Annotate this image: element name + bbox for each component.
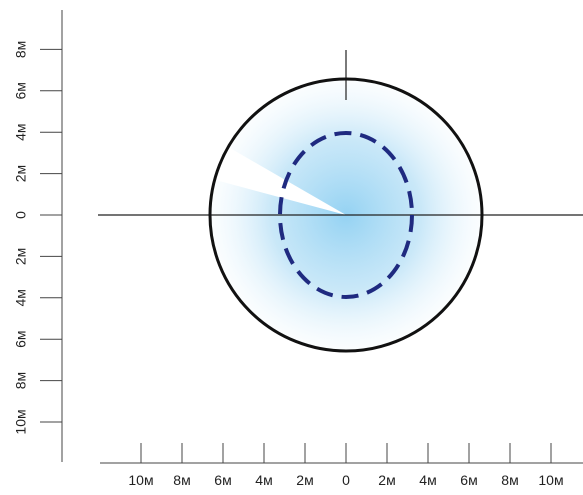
x-tick-label: 6м [214, 472, 231, 488]
y-tick-label: 6м [13, 330, 29, 347]
x-tick-label: 4м [419, 472, 436, 488]
y-tick-label: 6м [13, 82, 29, 99]
y-tick-label: 4м [13, 123, 29, 140]
x-tick-label: 6м [460, 472, 477, 488]
outer-detection-circle [208, 77, 484, 353]
y-tick-label: 8м [13, 41, 29, 58]
y-axis-ticks: 8м 6м 4м 2м 0 2м 4м 6м 8м 10м [13, 41, 62, 435]
y-tick-label: 2м [13, 165, 29, 182]
x-tick-label: 0 [342, 472, 350, 488]
x-tick-label: 4м [255, 472, 272, 488]
x-tick-label: 2м [296, 472, 313, 488]
y-tick-label: 2м [13, 248, 29, 265]
x-tick-label: 10м [538, 472, 563, 488]
x-axis-ticks: 10м 8м 6м 4м 2м 0 2м 4м 6м 8м 10м [128, 443, 564, 488]
x-tick-label: 8м [501, 472, 518, 488]
x-tick-label: 2м [378, 472, 395, 488]
y-tick-label: 4м [13, 289, 29, 306]
y-tick-label: 0 [13, 211, 29, 219]
x-tick-label: 10м [128, 472, 153, 488]
inner-dashed-ellipse [278, 131, 414, 299]
y-tick-label: 10м [13, 409, 29, 434]
y-tick-label: 8м [13, 372, 29, 389]
x-tick-label: 8м [173, 472, 190, 488]
